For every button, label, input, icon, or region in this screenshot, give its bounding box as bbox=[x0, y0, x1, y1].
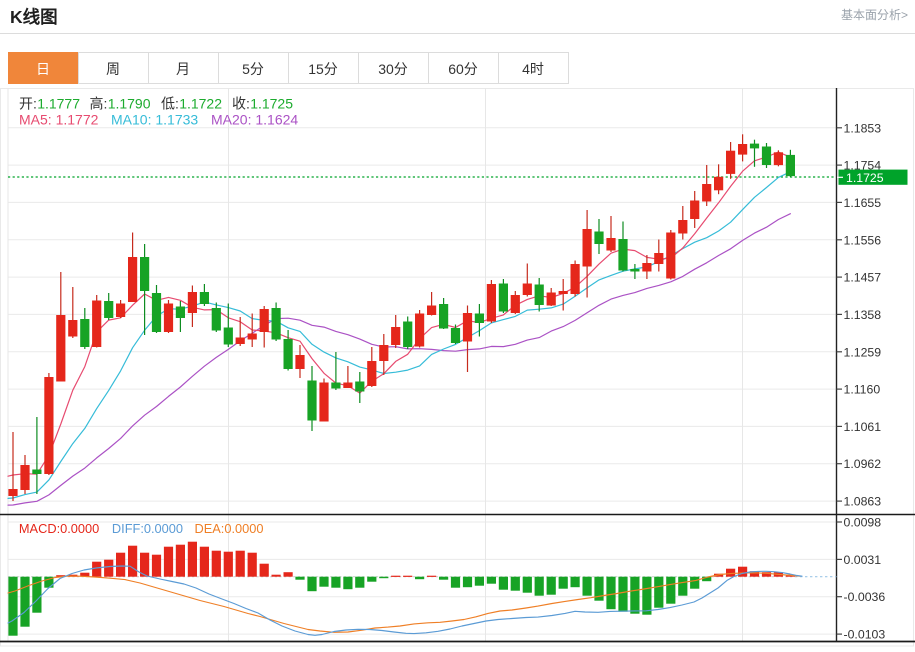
svg-text:-0.0036: -0.0036 bbox=[844, 590, 886, 604]
svg-text:1.1655: 1.1655 bbox=[844, 196, 882, 210]
svg-text:0.0031: 0.0031 bbox=[844, 553, 882, 567]
svg-text:开:: 开: bbox=[19, 96, 37, 112]
svg-text:DIFF:0.0000: DIFF:0.0000 bbox=[112, 521, 183, 536]
svg-text:60分: 60分 bbox=[448, 61, 478, 77]
svg-text:1.0962: 1.0962 bbox=[844, 457, 882, 471]
svg-text:K线图: K线图 bbox=[10, 7, 58, 27]
svg-text:1.1259: 1.1259 bbox=[844, 345, 882, 359]
svg-text:1.0863: 1.0863 bbox=[844, 495, 882, 509]
svg-text:1.1061: 1.1061 bbox=[844, 420, 882, 434]
svg-text:周: 周 bbox=[106, 61, 120, 77]
svg-text:4时: 4时 bbox=[522, 61, 544, 77]
svg-text:1.1358: 1.1358 bbox=[844, 308, 882, 322]
svg-text:1.1754: 1.1754 bbox=[844, 159, 882, 173]
svg-text:MACD:0.0000: MACD:0.0000 bbox=[19, 521, 99, 536]
svg-text:DEA:0.0000: DEA:0.0000 bbox=[195, 521, 264, 536]
svg-text:1.1853: 1.1853 bbox=[844, 121, 882, 135]
svg-text:1.1725: 1.1725 bbox=[250, 96, 293, 112]
svg-text:1.1160: 1.1160 bbox=[844, 383, 881, 397]
svg-text:MA10: 1.1733: MA10: 1.1733 bbox=[111, 112, 198, 128]
svg-text:MA5: 1.1772: MA5: 1.1772 bbox=[19, 112, 99, 128]
svg-text:低:: 低: bbox=[161, 96, 179, 112]
svg-text:-0.0103: -0.0103 bbox=[844, 628, 886, 642]
svg-text:月: 月 bbox=[176, 61, 190, 77]
svg-text:15分: 15分 bbox=[308, 61, 338, 77]
svg-text:1.1725: 1.1725 bbox=[846, 171, 884, 185]
svg-text:1.1777: 1.1777 bbox=[37, 96, 80, 112]
svg-text:1.1722: 1.1722 bbox=[179, 96, 222, 112]
svg-text:1.1790: 1.1790 bbox=[108, 96, 151, 112]
svg-text:基本面分析>: 基本面分析> bbox=[841, 8, 908, 22]
svg-text:5分: 5分 bbox=[242, 61, 264, 77]
svg-text:MA20: 1.1624: MA20: 1.1624 bbox=[211, 112, 298, 128]
svg-text:1.1457: 1.1457 bbox=[844, 271, 882, 285]
svg-text:1.1556: 1.1556 bbox=[844, 233, 882, 247]
svg-text:30分: 30分 bbox=[378, 61, 408, 77]
svg-text:收:: 收: bbox=[232, 96, 250, 112]
svg-text:高:: 高: bbox=[90, 96, 108, 112]
svg-text:0.0098: 0.0098 bbox=[844, 516, 882, 530]
svg-text:日: 日 bbox=[36, 61, 50, 77]
